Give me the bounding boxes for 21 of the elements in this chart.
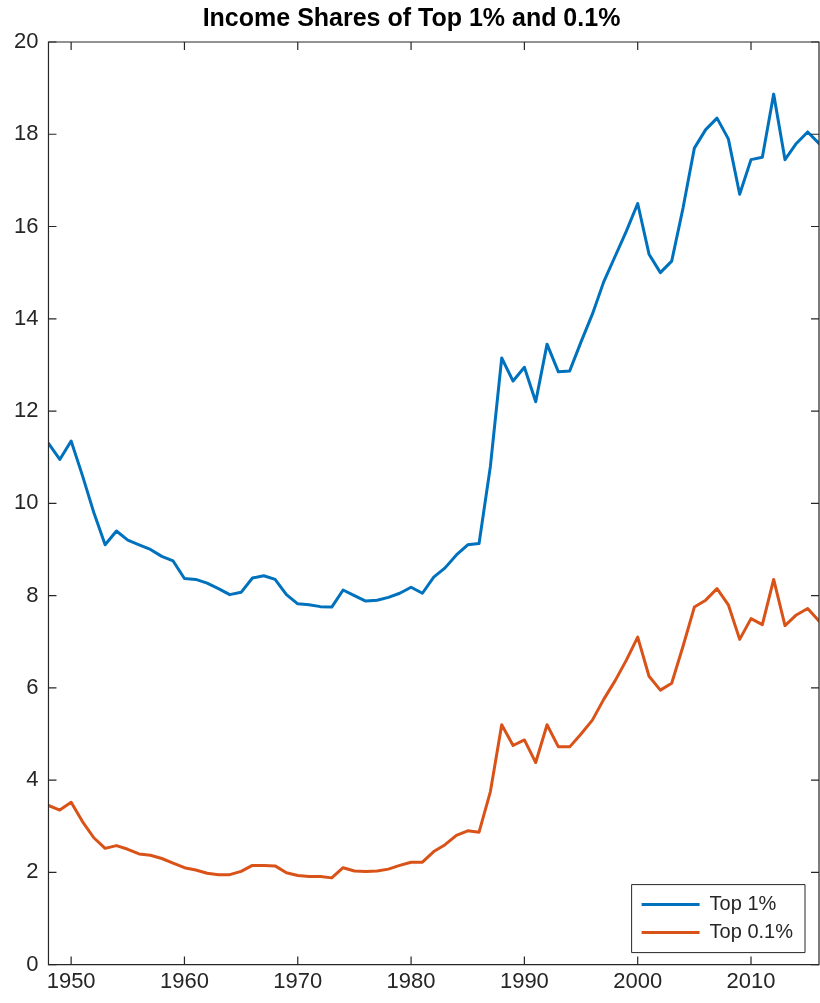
y-tick-label: 8 [26,581,39,607]
chart-title: Income Shares of Top 1% and 0.1% [202,2,621,31]
legend-label: Top 0.1% [709,920,794,943]
y-tick-label: 10 [13,489,39,515]
x-tick-label: 1960 [159,967,209,993]
x-tick-label: 1980 [386,967,436,993]
y-tick-label: 0 [26,950,39,976]
x-tick-label: 1950 [46,967,96,993]
legend-label: Top 1% [709,892,777,915]
x-tick-label: 1990 [499,967,549,993]
y-tick-label: 16 [13,212,39,238]
y-tick-label: 2 [26,858,39,884]
y-tick-label: 20 [13,28,39,54]
x-tick-label: 2000 [613,967,663,993]
y-tick-label: 14 [13,304,39,330]
y-tick-label: 18 [13,120,39,146]
y-tick-label: 4 [26,766,39,792]
x-tick-label: 1970 [273,967,323,993]
y-tick-label: 12 [13,397,39,423]
x-tick-label: 2010 [726,967,776,993]
y-tick-label: 6 [26,673,39,699]
